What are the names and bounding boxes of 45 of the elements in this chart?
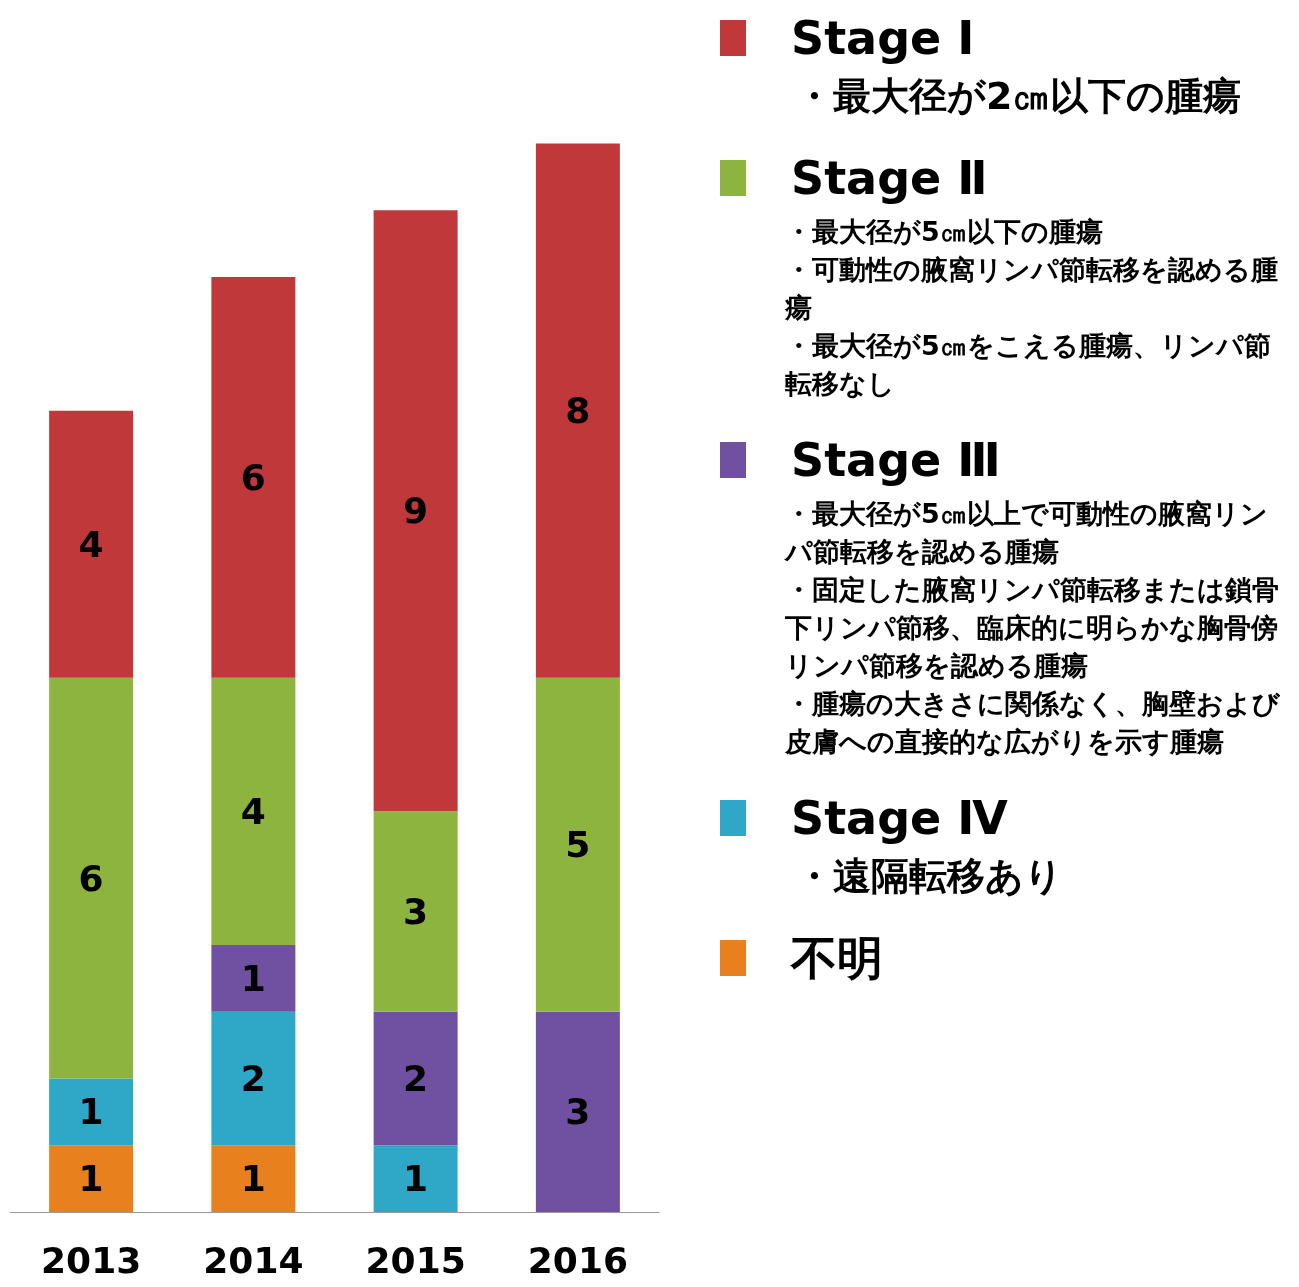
legend-label: Stage Ⅰ (791, 11, 975, 65)
data-label: 4 (240, 790, 266, 832)
data-label: 2 (403, 1057, 429, 1099)
bar (49, 1145, 134, 1212)
bar (373, 1011, 458, 1146)
data-label: 9 (403, 490, 429, 532)
x-tick-label: 2015 (365, 1239, 466, 1281)
text: ・最大径が5㎝以上で可動性の腋窩リンパ節転移を認める腫瘍・固定した腋窩リンパ節転移または鎖骨下リンパ節移、臨床的に明らかな胸骨傍リンパ節移を認める腫瘍・腫瘍の大きさに関係なく、胸壁および皮膚への直接的な広がりを示す腫瘍 (783, 497, 1281, 757)
data-label: 4 (78, 523, 104, 565)
text: ・遠隔転移あり (795, 854, 1063, 898)
bar (49, 1078, 134, 1146)
bar (535, 1011, 620, 1212)
data-label: 3 (565, 1091, 591, 1133)
data-label: 1 (78, 1158, 104, 1200)
data-label: 6 (240, 456, 266, 498)
data-label: 1 (240, 1158, 266, 1200)
bar (211, 277, 296, 678)
text: ・最大径が2㎝以下の腫瘍 (795, 74, 1242, 118)
bar (49, 677, 134, 1079)
data-label: 1 (78, 1091, 104, 1133)
data-label: 6 (78, 857, 104, 899)
data-label: 1 (403, 1158, 429, 1200)
bar (373, 210, 458, 812)
data-label: 3 (403, 891, 429, 932)
bar (211, 1145, 296, 1212)
bar (211, 1011, 296, 1146)
data-label: 2 (240, 1057, 266, 1099)
bar (535, 677, 620, 1012)
data-label: 5 (565, 824, 591, 866)
bar (49, 410, 134, 678)
x-tick-label: 2016 (527, 1239, 628, 1281)
bar (535, 143, 620, 678)
data-label: 1 (240, 957, 266, 999)
x-tick-label: 2014 (203, 1239, 304, 1281)
bar (373, 811, 458, 1012)
legend-label: Stage Ⅱ (791, 151, 988, 205)
bar (373, 1145, 458, 1212)
bar (211, 677, 296, 945)
data-label: 8 (565, 390, 591, 432)
legend-label: Stage Ⅲ (791, 433, 1001, 487)
text: ・最大径が5㎝以下の腫瘍・可動性の腋窩リンパ節転移を認める腫瘍・最大径が5㎝をこえる腫瘍、リンパ節転移なし (784, 215, 1278, 399)
bar (211, 944, 296, 1012)
legend-label: 不明 (790, 931, 883, 985)
x-tick-label: 2013 (41, 1239, 142, 1281)
legend-label: Stage Ⅳ (791, 791, 1009, 845)
